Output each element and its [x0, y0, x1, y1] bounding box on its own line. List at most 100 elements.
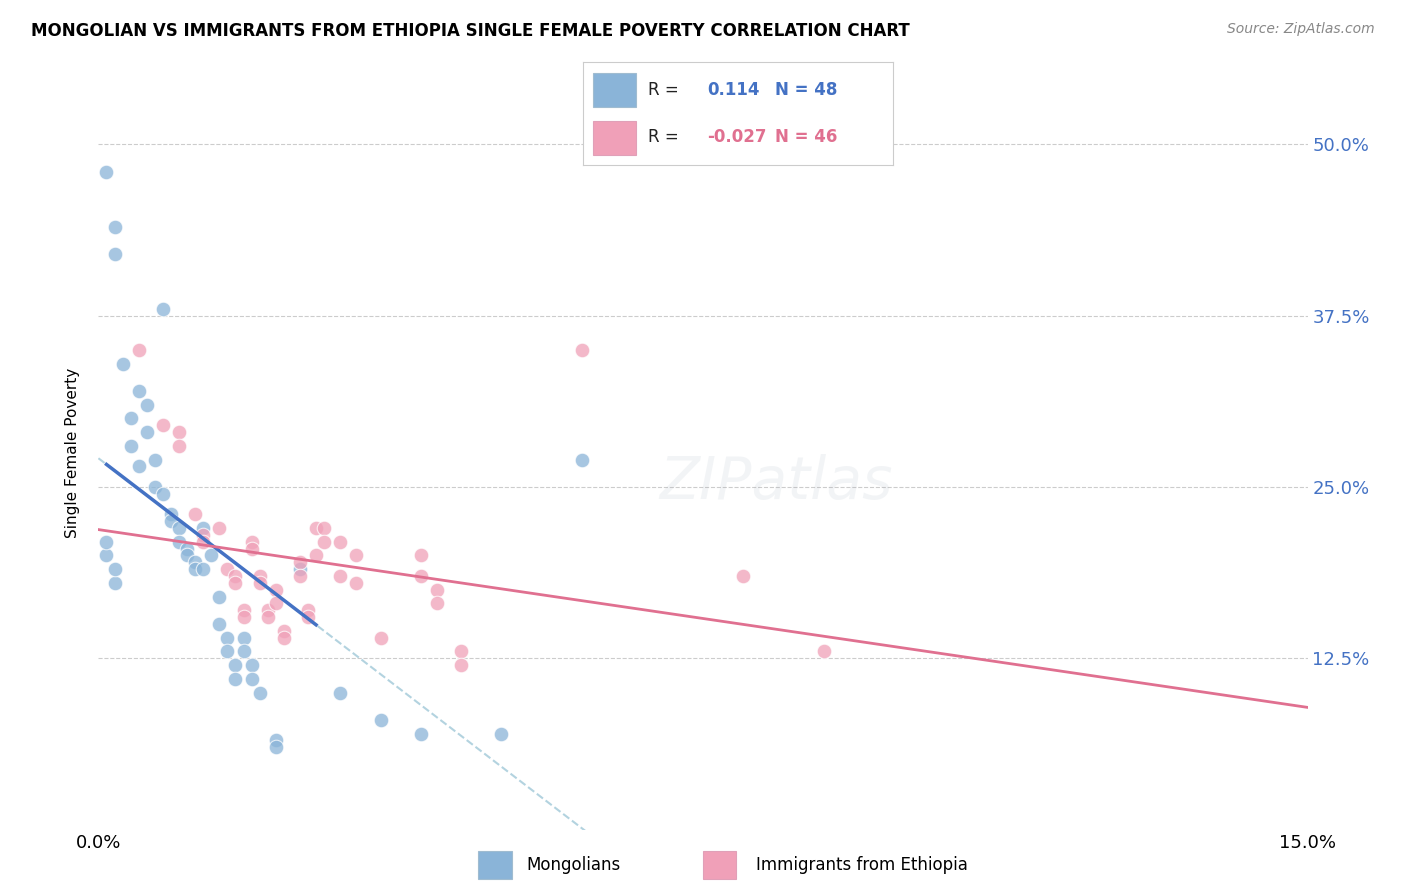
Text: ZIPatlas: ZIPatlas: [659, 454, 893, 511]
Point: [240, 658, 263, 673]
Point: [184, 555, 207, 569]
Text: N = 48: N = 48: [775, 81, 838, 99]
Point: [273, 624, 295, 638]
Point: [733, 569, 755, 583]
Point: [409, 726, 432, 740]
Point: [224, 575, 246, 590]
Point: [103, 562, 125, 576]
Point: [409, 549, 432, 563]
Point: [120, 439, 142, 453]
Point: [224, 658, 246, 673]
Point: [305, 549, 328, 563]
Text: Mongolians: Mongolians: [526, 855, 620, 874]
FancyBboxPatch shape: [593, 73, 636, 106]
Point: [491, 726, 513, 740]
Point: [264, 733, 287, 747]
Point: [120, 411, 142, 425]
Point: [128, 384, 150, 398]
Point: [232, 610, 254, 624]
Point: [135, 425, 157, 439]
Point: [409, 569, 432, 583]
Point: [232, 644, 254, 658]
Point: [249, 685, 271, 699]
Text: Immigrants from Ethiopia: Immigrants from Ethiopia: [755, 855, 967, 874]
Point: [152, 487, 174, 501]
Point: [329, 569, 352, 583]
Point: [344, 575, 367, 590]
Point: [314, 521, 336, 535]
Point: [240, 672, 263, 686]
Point: [128, 459, 150, 474]
Point: [167, 521, 190, 535]
Point: [167, 425, 190, 439]
Point: [224, 569, 246, 583]
Point: [249, 569, 271, 583]
Point: [96, 534, 118, 549]
Point: [167, 534, 190, 549]
Point: [288, 569, 311, 583]
Text: R =: R =: [648, 81, 679, 99]
Point: [297, 610, 319, 624]
FancyBboxPatch shape: [593, 121, 636, 155]
Point: [152, 418, 174, 433]
Point: [288, 562, 311, 576]
Point: [232, 603, 254, 617]
Point: [450, 658, 472, 673]
Point: [193, 562, 215, 576]
Point: [96, 165, 118, 179]
Point: [571, 452, 593, 467]
Point: [128, 343, 150, 357]
Point: [217, 644, 239, 658]
Point: [232, 631, 254, 645]
Point: [297, 603, 319, 617]
Point: [264, 740, 287, 755]
Point: [273, 631, 295, 645]
Point: [200, 549, 222, 563]
Point: [240, 541, 263, 556]
Point: [96, 549, 118, 563]
Point: [103, 247, 125, 261]
FancyBboxPatch shape: [703, 851, 737, 879]
Point: [305, 521, 328, 535]
Text: MONGOLIAN VS IMMIGRANTS FROM ETHIOPIA SINGLE FEMALE POVERTY CORRELATION CHART: MONGOLIAN VS IMMIGRANTS FROM ETHIOPIA SI…: [31, 22, 910, 40]
Point: [143, 480, 166, 494]
Point: [176, 541, 198, 556]
Point: [426, 596, 449, 610]
Point: [344, 549, 367, 563]
Point: [208, 617, 231, 632]
Point: [370, 631, 392, 645]
Point: [314, 534, 336, 549]
Point: [135, 398, 157, 412]
Point: [426, 582, 449, 597]
Point: [264, 582, 287, 597]
Point: [571, 343, 593, 357]
Point: [167, 439, 190, 453]
Point: [240, 534, 263, 549]
Point: [256, 603, 278, 617]
Point: [193, 528, 215, 542]
Point: [329, 534, 352, 549]
Point: [217, 562, 239, 576]
Point: [160, 508, 183, 522]
Point: [160, 514, 183, 528]
Point: [103, 575, 125, 590]
Point: [193, 521, 215, 535]
Point: [450, 644, 472, 658]
Point: [176, 549, 198, 563]
Point: [370, 713, 392, 727]
Point: [208, 590, 231, 604]
Point: [143, 452, 166, 467]
Point: [103, 219, 125, 234]
Point: [256, 610, 278, 624]
Point: [224, 672, 246, 686]
Point: [288, 555, 311, 569]
Text: -0.027: -0.027: [707, 128, 766, 146]
Point: [329, 685, 352, 699]
Y-axis label: Single Female Poverty: Single Female Poverty: [65, 368, 80, 538]
Text: N = 46: N = 46: [775, 128, 838, 146]
Point: [208, 521, 231, 535]
Point: [813, 644, 835, 658]
Point: [184, 562, 207, 576]
Point: [217, 631, 239, 645]
Point: [184, 508, 207, 522]
